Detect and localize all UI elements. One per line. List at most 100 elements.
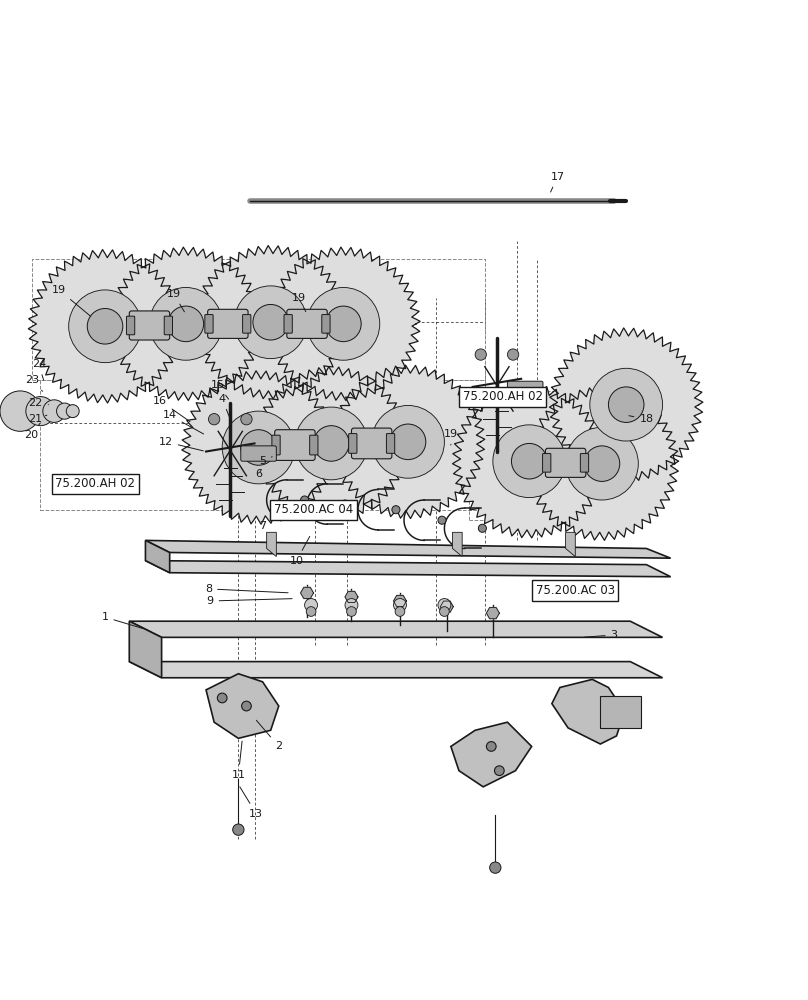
Polygon shape — [145, 540, 671, 558]
Circle shape — [87, 309, 123, 344]
Text: 4: 4 — [219, 394, 231, 421]
Polygon shape — [566, 532, 575, 557]
Polygon shape — [145, 540, 170, 573]
Text: 20: 20 — [23, 423, 40, 440]
FancyBboxPatch shape — [580, 454, 588, 472]
Text: 22: 22 — [28, 398, 48, 408]
Text: 23: 23 — [25, 375, 43, 391]
FancyBboxPatch shape — [287, 309, 327, 338]
Polygon shape — [28, 250, 182, 403]
Circle shape — [66, 405, 79, 418]
Circle shape — [345, 599, 358, 612]
Text: 17: 17 — [550, 172, 565, 192]
Circle shape — [590, 368, 663, 441]
Text: 16: 16 — [153, 396, 190, 422]
Polygon shape — [525, 387, 679, 540]
Polygon shape — [331, 365, 485, 519]
Polygon shape — [194, 246, 347, 399]
FancyBboxPatch shape — [126, 316, 135, 335]
Circle shape — [233, 824, 244, 835]
Polygon shape — [452, 532, 462, 557]
Circle shape — [0, 391, 40, 431]
FancyBboxPatch shape — [275, 430, 315, 460]
Circle shape — [478, 524, 486, 532]
FancyBboxPatch shape — [241, 446, 276, 461]
Circle shape — [493, 425, 566, 498]
Polygon shape — [267, 247, 420, 401]
FancyBboxPatch shape — [322, 315, 330, 333]
Polygon shape — [440, 601, 453, 612]
Circle shape — [234, 286, 307, 359]
Polygon shape — [129, 621, 162, 678]
Bar — [600, 696, 641, 728]
Text: 19: 19 — [166, 289, 184, 312]
Text: 75.200.AC 03: 75.200.AC 03 — [536, 584, 615, 597]
Circle shape — [440, 607, 449, 616]
Circle shape — [57, 403, 73, 419]
Polygon shape — [552, 679, 625, 744]
Circle shape — [314, 426, 349, 461]
Circle shape — [507, 349, 519, 360]
Circle shape — [149, 287, 222, 360]
Polygon shape — [451, 722, 532, 787]
Circle shape — [395, 607, 405, 616]
Text: 6: 6 — [255, 469, 262, 479]
FancyBboxPatch shape — [208, 309, 248, 338]
FancyBboxPatch shape — [309, 435, 318, 455]
Circle shape — [490, 862, 501, 873]
FancyBboxPatch shape — [242, 315, 250, 333]
Text: 21: 21 — [28, 414, 47, 424]
Text: 15: 15 — [211, 380, 229, 399]
Circle shape — [608, 387, 644, 422]
Circle shape — [326, 306, 361, 342]
Polygon shape — [549, 328, 703, 481]
FancyBboxPatch shape — [204, 315, 213, 333]
Polygon shape — [267, 532, 276, 557]
Circle shape — [347, 607, 356, 616]
Polygon shape — [393, 595, 406, 607]
Text: 19: 19 — [292, 293, 306, 312]
Circle shape — [43, 400, 65, 422]
FancyBboxPatch shape — [164, 316, 173, 335]
FancyBboxPatch shape — [129, 311, 170, 340]
Text: 11: 11 — [231, 741, 246, 780]
Polygon shape — [301, 587, 314, 599]
Text: 75.200.AH 02: 75.200.AH 02 — [55, 477, 136, 490]
Text: 1: 1 — [102, 612, 143, 628]
Text: 9: 9 — [207, 596, 292, 606]
FancyBboxPatch shape — [543, 454, 551, 472]
FancyBboxPatch shape — [386, 434, 394, 453]
Circle shape — [217, 693, 227, 703]
Text: 5: 5 — [259, 456, 272, 466]
FancyBboxPatch shape — [507, 381, 543, 397]
Circle shape — [438, 599, 451, 612]
Text: 3: 3 — [584, 630, 617, 640]
Circle shape — [295, 407, 368, 480]
Polygon shape — [145, 561, 671, 577]
Polygon shape — [129, 662, 663, 678]
Circle shape — [486, 742, 496, 751]
Circle shape — [305, 599, 318, 612]
Circle shape — [222, 411, 295, 484]
Text: 14: 14 — [162, 410, 204, 434]
Circle shape — [438, 516, 446, 524]
Circle shape — [494, 766, 504, 776]
Text: 19: 19 — [444, 429, 458, 445]
FancyBboxPatch shape — [271, 435, 280, 455]
Circle shape — [307, 287, 380, 360]
Circle shape — [393, 599, 406, 612]
Text: 24: 24 — [32, 359, 46, 380]
Polygon shape — [486, 608, 499, 619]
Circle shape — [306, 607, 316, 616]
Circle shape — [341, 500, 349, 508]
Text: 12: 12 — [158, 437, 204, 451]
Text: 2: 2 — [256, 720, 282, 751]
Polygon shape — [206, 674, 279, 738]
Polygon shape — [345, 591, 358, 603]
Circle shape — [242, 701, 251, 711]
Circle shape — [69, 290, 141, 363]
Text: 19: 19 — [52, 285, 90, 316]
Text: 18: 18 — [629, 414, 654, 424]
FancyBboxPatch shape — [284, 315, 292, 333]
FancyBboxPatch shape — [545, 448, 586, 477]
